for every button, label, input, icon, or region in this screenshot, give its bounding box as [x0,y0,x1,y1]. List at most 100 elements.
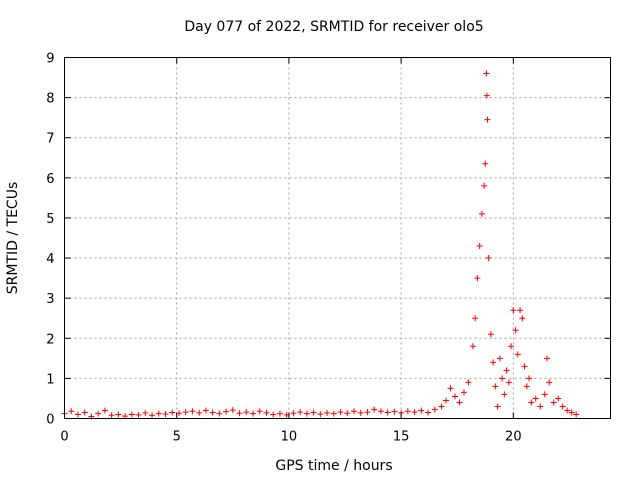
data-point [330,410,337,417]
y-tick-label: 1 [46,372,54,387]
data-point [451,393,458,400]
data-point [425,409,432,416]
data-point [202,407,209,414]
data-point [182,409,189,416]
data-points [61,70,580,420]
data-point [216,410,223,417]
data-point [492,383,499,390]
data-point [297,409,304,416]
data-point [508,343,515,350]
data-point [490,359,497,366]
data-point [68,408,75,415]
data-point [568,409,575,416]
data-point [411,409,418,416]
data-point [519,315,526,322]
data-point [460,389,467,396]
data-point [135,411,142,418]
y-tick-label: 0 [46,413,54,428]
data-point [169,409,176,416]
data-point [496,355,503,362]
data-point [276,410,283,417]
y-axis-label: SRMTID / TECUs [5,182,21,295]
data-point [485,255,492,262]
y-tick-label: 3 [46,292,54,307]
data-point [541,391,548,398]
data-point [243,409,250,416]
data-point [521,363,528,370]
data-point [256,408,263,415]
data-point [478,210,485,217]
data-point [317,411,324,418]
data-point [456,399,463,406]
data-point [128,411,135,418]
data-point [487,331,494,338]
data-point [505,379,512,386]
data-point [384,409,391,416]
data-point [344,410,351,417]
data-point [512,327,519,334]
data-point [465,379,472,386]
data-point [559,403,566,410]
y-tick-label: 4 [46,252,54,267]
data-point [483,70,490,77]
plot-frame [64,57,611,419]
x-tick-label: 10 [281,430,298,445]
data-point [229,407,236,414]
data-point [501,391,508,398]
data-point [532,395,539,402]
y-tick-label: 9 [46,52,54,67]
data-point [162,411,169,418]
data-point [236,410,243,417]
y-tick-label: 5 [46,212,54,227]
data-point [543,355,550,362]
data-point [364,409,371,416]
data-point [503,367,510,374]
chart-title: Day 077 of 2022, SRMTID for receiver olo… [184,19,483,35]
data-point [431,406,438,413]
y-tick-label: 6 [46,172,54,187]
data-point [263,409,270,416]
data-point [196,409,203,416]
data-point [483,92,490,99]
data-point [418,407,425,414]
data-point [537,403,544,410]
data-point [510,307,517,314]
data-point [250,410,257,417]
data-point [391,408,398,415]
data-point [550,399,557,406]
data-point [142,409,149,416]
data-point [438,403,445,410]
data-point [95,410,102,417]
y-tick-label: 7 [46,132,54,147]
data-point [270,411,277,418]
data-point [517,307,524,314]
x-tick-label: 0 [60,430,68,445]
data-point [528,399,535,406]
data-point [481,182,488,189]
data-point [499,375,506,382]
x-tick-label: 5 [173,430,181,445]
data-point [526,375,533,382]
y-tick-label: 2 [46,332,54,347]
data-point [310,409,317,416]
data-point [523,383,530,390]
data-point [115,411,122,418]
data-point [474,275,481,282]
data-point [404,408,411,415]
data-point [324,409,331,416]
data-point [472,315,479,322]
data-point [337,409,344,416]
data-point [564,407,571,414]
data-point [209,409,216,416]
data-point [469,343,476,350]
data-point [377,408,384,415]
data-point [189,408,196,415]
x-tick-label: 15 [393,430,410,445]
data-point [357,409,364,416]
data-point [546,379,553,386]
data-point [476,243,483,250]
tick-labels: 0 5 10 15 20 0 1 2 3 4 5 6 7 8 9 [46,52,521,445]
data-point [482,160,489,167]
data-point [371,406,378,413]
